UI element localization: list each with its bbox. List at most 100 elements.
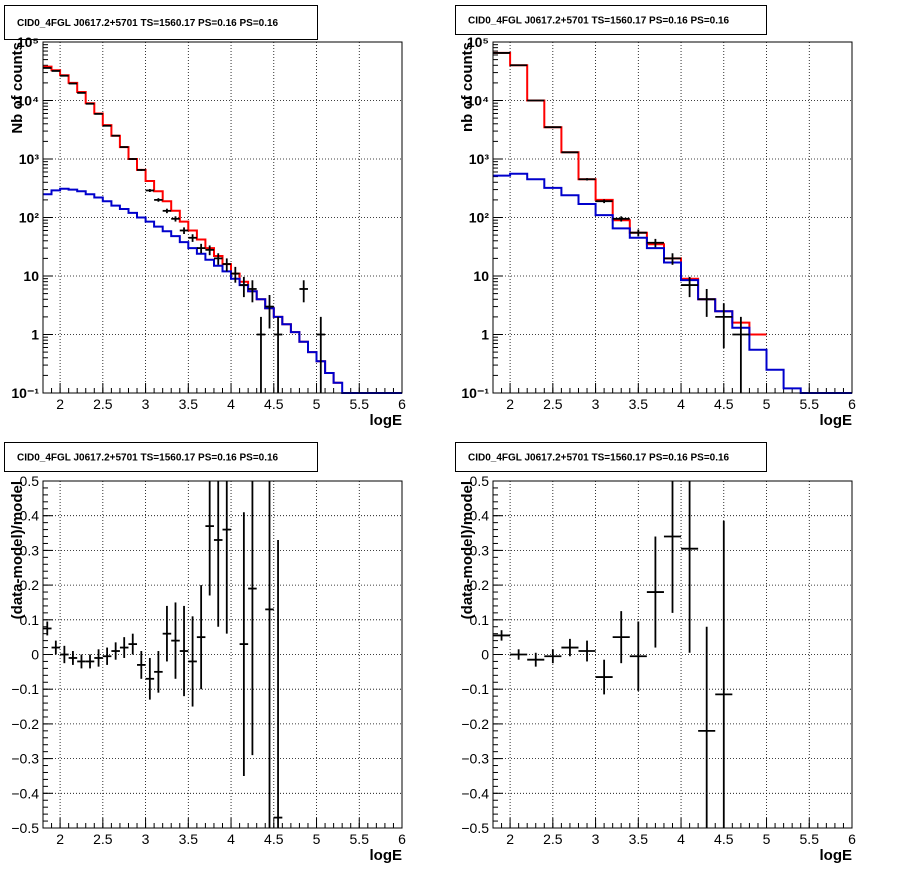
x-tick-label: 3.5	[179, 396, 199, 412]
y-tick-label: 0.3	[20, 542, 40, 558]
y-tick-label: 10⁻¹	[11, 385, 39, 401]
title-box	[4, 442, 318, 472]
y-tick-label: 0.3	[470, 542, 490, 558]
x-axis-title: logE	[370, 412, 403, 429]
y-tick-label: 10³	[469, 151, 490, 167]
y-tick-label: 10⁵	[467, 34, 489, 50]
y-axis-title: Nb of counts	[9, 42, 26, 134]
y-tick-label: 10²	[469, 210, 490, 226]
y-tick-label: 0.2	[20, 577, 40, 593]
chart-panel-bottom-right: CID0_4FGL J0617.2+5701 TS=1560.17 PS=0.1…	[455, 442, 856, 864]
x-tick-label: 5.5	[800, 396, 820, 412]
y-tick-label: 0.1	[470, 612, 490, 628]
x-tick-label: 2.5	[93, 831, 113, 847]
y-tick-label: 10⁵	[17, 34, 39, 50]
y-tick-label: −0.2	[461, 716, 489, 732]
x-tick-label: 4.5	[264, 831, 284, 847]
y-tick-label: 0.4	[470, 508, 490, 524]
x-tick-label: 5.5	[800, 831, 820, 847]
x-tick-label: 3	[592, 396, 600, 412]
x-tick-label: 3.5	[629, 396, 649, 412]
x-tick-label: 5	[313, 831, 321, 847]
x-tick-label: 3	[142, 831, 150, 847]
y-tick-label: 10³	[19, 151, 40, 167]
x-tick-label: 3.5	[629, 831, 649, 847]
chart-title: CID0_4FGL J0617.2+5701 TS=1560.17 PS=0.1…	[17, 453, 279, 464]
chart-panel-top-right: CID0_4FGL J0617.2+5701 TS=1560.17 PS=0.1…	[455, 5, 856, 429]
x-tick-label: 5.5	[350, 396, 370, 412]
x-tick-label: 2	[56, 396, 64, 412]
title-box	[455, 442, 767, 472]
x-tick-label: 3	[142, 396, 150, 412]
x-tick-label: 4.5	[714, 396, 734, 412]
y-tick-label: 10⁴	[467, 93, 490, 109]
y-axis-title: (data-model)/model	[459, 481, 476, 619]
source-model-histogram	[493, 172, 852, 394]
title-box	[455, 5, 767, 35]
x-tick-label: 2.5	[543, 396, 563, 412]
x-tick-label: 4	[677, 831, 685, 847]
x-tick-label: 2	[56, 831, 64, 847]
y-axis-title: nb of counts	[459, 42, 476, 132]
x-tick-label: 3.5	[179, 831, 199, 847]
x-tick-label: 5	[763, 831, 771, 847]
x-tick-label: 5	[763, 396, 771, 412]
y-tick-label: 0.2	[470, 577, 490, 593]
x-tick-label: 5	[313, 396, 321, 412]
y-tick-label: −0.1	[11, 681, 39, 697]
x-tick-label: 2	[506, 831, 514, 847]
y-axis-title: (data-model)/model	[9, 481, 26, 619]
x-axis-title: logE	[820, 412, 853, 429]
y-tick-label: 1	[481, 327, 489, 343]
total-model-histogram	[493, 51, 767, 336]
y-tick-label: −0.3	[461, 751, 489, 767]
source-model-histogram	[43, 187, 402, 394]
y-tick-label: −0.5	[461, 820, 489, 836]
x-axis-title: logE	[820, 847, 853, 864]
x-tick-label: 3	[592, 831, 600, 847]
y-tick-label: 10²	[19, 210, 40, 226]
x-tick-label: 4	[227, 396, 235, 412]
y-tick-label: −0.3	[11, 751, 39, 767]
y-tick-label: 10	[23, 268, 39, 284]
title-box	[4, 5, 318, 40]
y-tick-label: −0.5	[11, 820, 39, 836]
plot-frame	[42, 41, 403, 394]
y-tick-label: 0.1	[20, 612, 40, 628]
total-model-histogram	[43, 65, 343, 384]
y-tick-label: 10⁻¹	[461, 385, 489, 401]
x-tick-label: 6	[398, 831, 406, 847]
x-tick-label: 6	[848, 396, 856, 412]
x-tick-label: 4	[227, 831, 235, 847]
x-axis-title: logE	[370, 847, 403, 864]
y-tick-label: 0.4	[20, 508, 40, 524]
y-tick-label: −0.2	[11, 716, 39, 732]
x-tick-label: 4.5	[714, 831, 734, 847]
chart-panel-bottom-left: CID0_4FGL J0617.2+5701 TS=1560.17 PS=0.1…	[4, 442, 406, 864]
plot-frame	[42, 480, 403, 829]
chart-title: CID0_4FGL J0617.2+5701 TS=1560.17 PS=0.1…	[468, 453, 730, 464]
y-tick-label: −0.1	[461, 681, 489, 697]
y-tick-label: 0	[481, 647, 489, 663]
y-tick-label: 0.5	[470, 473, 490, 489]
y-tick-label: 0	[31, 647, 39, 663]
x-tick-label: 2.5	[543, 831, 563, 847]
y-tick-label: −0.4	[461, 785, 489, 801]
x-tick-label: 4.5	[264, 396, 284, 412]
x-tick-label: 2	[506, 396, 514, 412]
y-tick-label: 0.5	[20, 473, 40, 489]
x-tick-label: 6	[848, 831, 856, 847]
x-tick-label: 5.5	[350, 831, 370, 847]
chart-title: CID0_4FGL J0617.2+5701 TS=1560.17 PS=0.1…	[17, 18, 279, 29]
y-tick-label: 1	[31, 327, 39, 343]
chart-panel-top-left: CID0_4FGL J0617.2+5701 TS=1560.17 PS=0.1…	[4, 5, 406, 429]
x-tick-label: 2.5	[93, 396, 113, 412]
x-tick-label: 4	[677, 396, 685, 412]
x-tick-label: 6	[398, 396, 406, 412]
plot-frame	[492, 41, 853, 394]
y-tick-label: −0.4	[11, 785, 39, 801]
y-tick-label: 10	[473, 268, 489, 284]
y-tick-label: 10⁴	[17, 93, 40, 109]
chart-title: CID0_4FGL J0617.2+5701 TS=1560.17 PS=0.1…	[468, 16, 730, 27]
